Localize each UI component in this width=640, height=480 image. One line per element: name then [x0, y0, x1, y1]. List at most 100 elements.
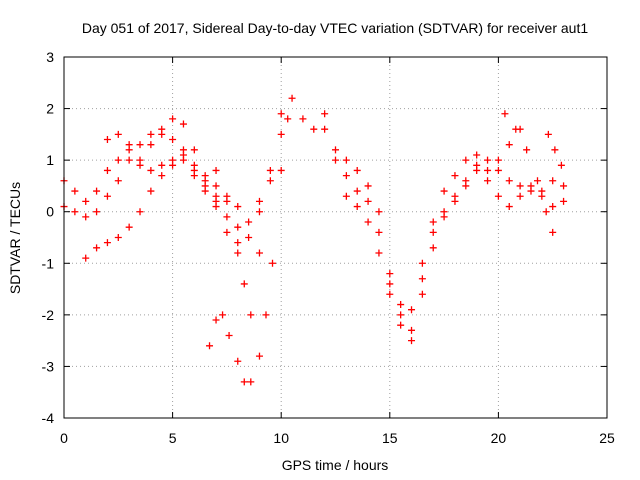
data-point — [266, 166, 274, 174]
data-marks — [60, 94, 568, 386]
plot-frame — [63, 56, 608, 419]
data-point — [386, 280, 394, 288]
data-point — [549, 177, 557, 185]
y-tick-label: -3 — [42, 358, 55, 374]
data-point — [114, 177, 122, 185]
data-point — [147, 166, 155, 174]
data-point — [179, 120, 187, 128]
data-point — [512, 125, 520, 133]
data-point — [332, 156, 339, 164]
data-point — [71, 208, 79, 216]
data-point — [451, 197, 459, 205]
data-point — [397, 321, 405, 329]
data-point — [114, 130, 122, 138]
data-point — [473, 166, 481, 174]
data-point — [212, 166, 220, 174]
data-point — [240, 378, 248, 386]
data-point — [169, 156, 177, 164]
data-point — [212, 203, 220, 211]
data-point — [544, 130, 552, 138]
data-point — [103, 239, 111, 247]
y-tick-label: 2 — [46, 101, 54, 117]
data-point — [494, 156, 502, 164]
data-point — [223, 228, 231, 236]
data-point — [451, 172, 459, 180]
series-track-11 — [544, 130, 565, 169]
data-point — [538, 187, 546, 195]
y-tick-label: 1 — [46, 152, 54, 168]
data-point — [429, 244, 437, 252]
data-point — [277, 166, 285, 174]
data-point — [277, 110, 285, 118]
data-point — [551, 146, 559, 154]
data-point — [125, 141, 133, 149]
data-point — [429, 218, 437, 226]
data-point — [179, 146, 187, 154]
data-point — [353, 187, 361, 195]
data-point — [408, 337, 416, 345]
data-point — [418, 290, 426, 298]
series-track-4 — [103, 130, 220, 200]
data-point — [440, 208, 448, 216]
x-tick-label: 0 — [60, 430, 68, 446]
y-tick-label: 3 — [46, 49, 54, 65]
data-point — [169, 136, 177, 144]
data-point — [533, 177, 541, 185]
tick-marks — [63, 56, 608, 419]
data-point — [429, 228, 437, 236]
data-point — [223, 213, 231, 221]
data-point — [247, 311, 255, 319]
data-point — [557, 161, 565, 169]
data-point — [255, 208, 263, 216]
data-point — [494, 166, 502, 174]
data-point — [103, 192, 111, 200]
series-track-2 — [60, 130, 285, 257]
series-track-10 — [501, 110, 557, 236]
series-track-3 — [82, 156, 242, 262]
tick-labels: 0 5 10 15 20 25 -4 -3 -2 -1 0 1 2 3 — [42, 49, 615, 446]
data-point — [114, 234, 122, 241]
data-point — [397, 311, 405, 319]
data-point — [284, 115, 292, 123]
data-point — [255, 197, 263, 205]
data-point — [103, 166, 111, 174]
data-point — [516, 182, 524, 190]
data-point — [462, 182, 470, 190]
data-point — [277, 130, 285, 138]
data-point — [201, 172, 209, 180]
data-point — [93, 208, 101, 216]
data-point — [397, 301, 405, 309]
x-tick-label: 20 — [491, 430, 507, 446]
x-tick-label: 25 — [599, 430, 615, 446]
data-point — [247, 378, 255, 386]
data-point — [505, 141, 513, 149]
data-point — [71, 187, 79, 195]
data-point — [527, 182, 535, 190]
series-track-7 — [321, 125, 568, 345]
y-tick-label: -4 — [42, 410, 55, 426]
data-point — [364, 218, 372, 226]
data-point — [342, 156, 350, 164]
data-point — [418, 259, 426, 267]
x-tick-label: 15 — [382, 430, 398, 446]
data-point — [494, 192, 502, 200]
data-point — [255, 249, 263, 257]
data-point — [505, 203, 513, 211]
data-point — [342, 192, 350, 200]
series-track-8 — [332, 156, 568, 334]
data-point — [245, 218, 253, 226]
chart-title: Day 051 of 2017, Sidereal Day-to-day VTE… — [82, 20, 589, 36]
data-point — [484, 177, 492, 185]
data-point — [234, 239, 242, 247]
data-point — [364, 197, 372, 205]
data-point — [310, 125, 318, 133]
data-point — [266, 177, 274, 185]
data-point — [212, 316, 220, 324]
data-point — [523, 146, 531, 154]
data-point — [125, 223, 133, 231]
data-point — [542, 208, 550, 216]
series-track-1 — [60, 94, 329, 231]
data-point — [353, 203, 361, 211]
data-point — [288, 94, 296, 102]
data-point — [136, 156, 144, 164]
